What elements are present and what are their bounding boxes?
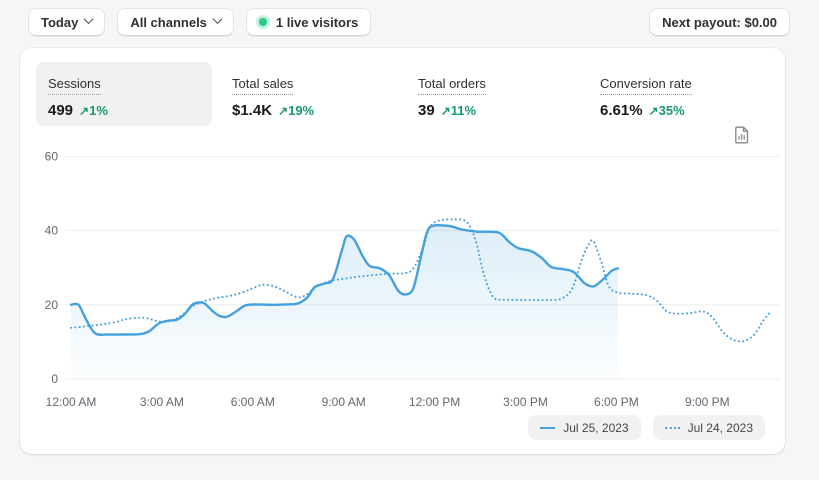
next-payout-label: Next payout: $0.00 xyxy=(662,14,777,30)
date-range-button[interactable]: Today xyxy=(28,8,106,36)
trend-up-icon: ↗ xyxy=(440,104,451,118)
svg-text:3:00 PM: 3:00 PM xyxy=(503,395,548,409)
chart-legend: Jul 25, 2023 Jul 24, 2023 xyxy=(528,415,765,440)
metric-tab-total-orders[interactable]: Total orders 39 ↗11% xyxy=(406,62,498,132)
solid-line-icon xyxy=(540,426,556,429)
live-visitors-label: 1 live visitors xyxy=(275,14,359,30)
svg-text:0: 0 xyxy=(51,372,58,386)
trend-up-icon: ↗ xyxy=(648,104,659,118)
svg-text:12:00 PM: 12:00 PM xyxy=(409,395,460,409)
legend-item-jul-25[interactable]: Jul 25, 2023 xyxy=(528,415,641,440)
report-document-icon xyxy=(735,126,749,144)
svg-text:6:00 AM: 6:00 AM xyxy=(231,395,275,409)
metric-label: Sessions xyxy=(48,76,101,95)
metric-label: Total orders xyxy=(418,76,486,95)
metric-tab-sessions[interactable]: Sessions 499 ↗1% xyxy=(36,62,212,126)
metric-tab-conversion-rate[interactable]: Conversion rate 6.61% ↗35% xyxy=(588,62,704,132)
metric-tab-total-sales[interactable]: Total sales $1.4K ↗19% xyxy=(220,62,326,132)
topbar: Today All channels 1 live visitors Next … xyxy=(28,8,790,36)
metric-delta: ↗11% xyxy=(440,103,477,118)
metric-delta: ↗35% xyxy=(648,103,685,118)
dotted-line-icon xyxy=(664,426,680,429)
metric-value: 6.61% xyxy=(600,102,643,119)
svg-text:6:00 PM: 6:00 PM xyxy=(594,395,639,409)
date-range-label: Today xyxy=(41,14,79,30)
svg-text:12:00 AM: 12:00 AM xyxy=(46,395,97,409)
chevron-down-icon xyxy=(83,14,94,25)
legend-label: Jul 25, 2023 xyxy=(563,420,629,435)
trend-up-icon: ↗ xyxy=(79,104,90,118)
live-visitors-button[interactable]: 1 live visitors xyxy=(245,8,372,36)
chevron-down-icon xyxy=(212,14,223,25)
metric-label: Total sales xyxy=(232,76,294,95)
metric-delta: ↗1% xyxy=(79,103,108,118)
analytics-card: Sessions 499 ↗1% Total sales $1.4K ↗19% … xyxy=(20,48,785,454)
svg-text:60: 60 xyxy=(45,149,59,163)
metric-value: 499 xyxy=(48,102,74,119)
svg-text:20: 20 xyxy=(45,298,59,312)
metric-value: $1.4K xyxy=(232,102,273,119)
metric-delta: ↗19% xyxy=(278,103,315,118)
sessions-line-chart[interactable]: 0 20 40 60 12:00 AM 3:00 AM 6:00 AM 9:00 AM 12:0… xyxy=(20,48,785,454)
metric-label: Conversion rate xyxy=(600,76,692,95)
svg-text:9:00 PM: 9:00 PM xyxy=(685,395,730,409)
channels-label: All channels xyxy=(130,14,207,30)
svg-text:9:00 AM: 9:00 AM xyxy=(322,395,366,409)
channels-button[interactable]: All channels xyxy=(117,8,234,36)
trend-up-icon: ↗ xyxy=(278,104,289,118)
report-button[interactable] xyxy=(731,124,753,146)
next-payout-button[interactable]: Next payout: $0.00 xyxy=(649,8,790,36)
legend-label: Jul 24, 2023 xyxy=(687,420,753,435)
metric-value: 39 xyxy=(418,102,435,119)
live-dot-icon xyxy=(258,18,267,26)
svg-text:3:00 AM: 3:00 AM xyxy=(140,395,184,409)
svg-text:40: 40 xyxy=(45,224,59,238)
legend-item-jul-24[interactable]: Jul 24, 2023 xyxy=(652,415,765,440)
